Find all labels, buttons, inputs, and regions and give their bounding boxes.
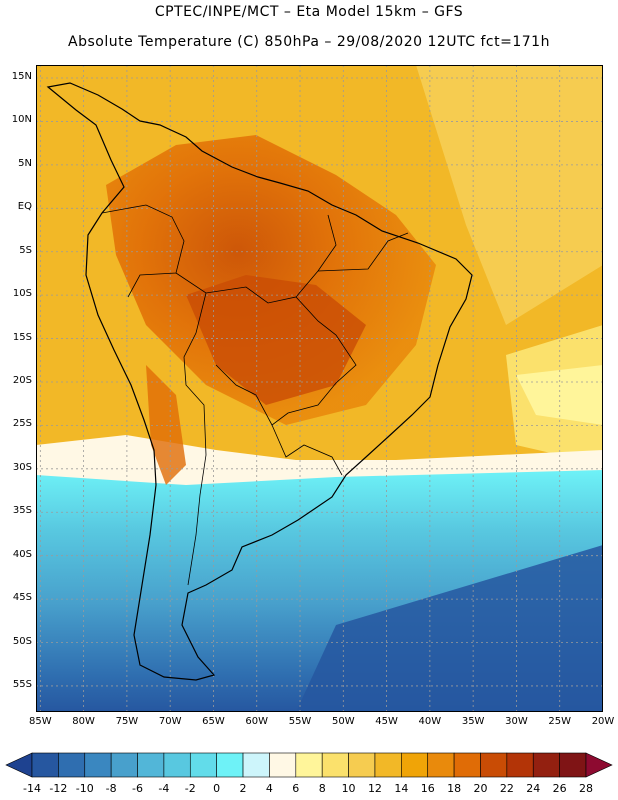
lon-label: 20W [591,716,615,727]
lon-label: 45W [375,716,398,727]
lat-label: 10N [11,114,32,126]
lon-label: 30W [505,716,528,727]
field-andes-warm [146,365,186,485]
lon-label: 75W [115,716,139,727]
colorbar-label: 28 [579,782,593,795]
lat-label: 30S [12,461,32,473]
colorbar-max-arrow [585,752,613,778]
colorbar-bin [163,752,191,778]
field-central-hottest [186,275,366,405]
title-model: CPTEC/INPE/MCT – Eta Model 15km – GFS [154,4,464,20]
lon-label: 60W [245,716,269,727]
colorbar-label: -10 [75,782,94,795]
colorbar-min-arrow [5,752,33,778]
colorbar-bin [110,752,138,778]
colorbar-label: 26 [552,782,567,795]
colorbar-label: 22 [499,782,514,795]
colorbar-bin [374,752,402,778]
colorbar-bin [84,752,112,778]
temperature-map [36,65,603,712]
colorbar-bin [321,752,349,778]
south-america-coastline [46,82,473,681]
lat-label: 20S [12,374,32,386]
lon-label: 80W [72,716,95,727]
colorbar-label: 20 [473,782,488,795]
colorbar-label: 24 [526,782,541,795]
colorbar-label: 12 [367,782,382,795]
lat-label: 55S [12,678,32,690]
colorbar-label: 16 [420,782,435,795]
lat-label: 5N [18,157,32,169]
lat-label: 35S [12,505,32,517]
colorbar-label: -6 [132,782,143,795]
colorbar-label: 10 [341,782,356,795]
lon-label: 70W [158,716,182,727]
colorbar-label: -4 [158,782,170,795]
colorbar-bin [269,752,297,778]
colorbar-label: 14 [394,782,409,795]
lon-label: 25W [548,716,572,727]
lon-label: 40W [418,716,442,727]
colorbar-label: -2 [184,782,196,795]
colorbar [5,752,613,778]
lon-label: 55W [288,716,312,727]
lat-label: 10S [12,288,32,300]
colorbar-label: 6 [292,782,300,795]
field-deep-cold-southeast [296,545,603,712]
colorbar-bin [427,752,455,778]
lat-label: 40S [12,548,32,560]
title-variable: Absolute Temperature (C) 850hPa – 29/08/… [68,34,550,50]
colorbar-label: 4 [265,782,273,795]
colorbar-bin [189,752,217,778]
colorbar-bin [295,752,323,778]
colorbar-label: -12 [49,782,68,795]
colorbar-label: 18 [447,782,462,795]
lon-label: 50W [331,716,355,727]
lat-label: 5S [19,244,32,256]
lat-label: EQ [17,201,32,213]
map-panel [36,65,603,712]
colorbar-bin [216,752,244,778]
colorbar-label: -14 [23,782,41,795]
lon-label: 35W [461,716,485,727]
colorbar-label: 0 [213,782,221,795]
colorbar-bin [506,752,534,778]
lon-label: 65W [202,716,225,727]
colorbar-label: 2 [239,782,247,795]
colorbar-bin [31,752,59,778]
lat-label: 15S [12,331,32,343]
country-borders [101,204,409,586]
colorbar-bin [58,752,86,778]
lat-label: 50S [12,635,32,647]
lat-label: 25S [12,418,32,430]
colorbar-bin [137,752,165,778]
lat-label: 45S [12,592,32,604]
map-frame [36,65,603,712]
colorbar-bin [480,752,508,778]
colorbar-bin [532,752,560,778]
colorbar-label: 8 [318,782,326,795]
lon-label: 85W [29,716,52,727]
lat-label: 15N [11,71,32,83]
colorbar-label: -8 [105,782,117,795]
colorbar-bin [559,752,587,778]
colorbar-bin [453,752,481,778]
colorbar-bin [401,752,429,778]
colorbar-bin [242,752,270,778]
field-northeast-warm [416,65,603,325]
colorbar-bin [348,752,376,778]
